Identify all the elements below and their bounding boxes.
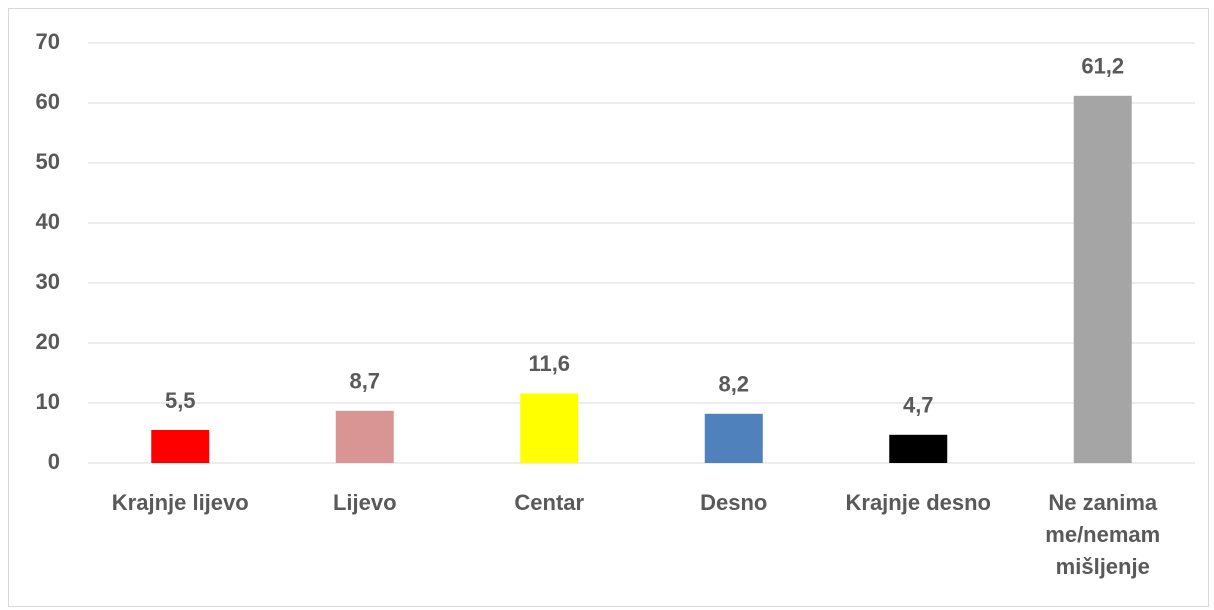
x-tick-label: Desno bbox=[700, 490, 768, 515]
y-tick-label: 40 bbox=[36, 209, 60, 234]
y-tick-label: 0 bbox=[48, 449, 60, 474]
y-tick-label: 70 bbox=[36, 29, 60, 54]
bar bbox=[704, 413, 763, 463]
bar bbox=[520, 393, 579, 463]
bar bbox=[1073, 95, 1132, 464]
data-label: 8,7 bbox=[349, 369, 380, 394]
x-tick-label: Krajnje desno bbox=[845, 490, 991, 515]
data-label: 8,2 bbox=[718, 372, 749, 397]
y-tick-label: 60 bbox=[36, 89, 60, 114]
bar bbox=[889, 434, 948, 463]
data-label: 61,2 bbox=[1081, 54, 1124, 79]
x-tick-label: Centar bbox=[514, 490, 585, 515]
data-label: 5,5 bbox=[165, 388, 196, 413]
y-tick-label: 10 bbox=[36, 389, 60, 414]
bar bbox=[335, 410, 394, 463]
x-tick-label: Krajnje lijevo bbox=[111, 490, 249, 515]
y-tick-label: 20 bbox=[36, 329, 60, 354]
data-label: 4,7 bbox=[903, 393, 934, 418]
x-tick-label: Ne zanima me/nemam mišljenje bbox=[1045, 490, 1161, 579]
chart-frame bbox=[8, 8, 1209, 607]
bar bbox=[151, 430, 210, 463]
x-tick-label: Lijevo bbox=[332, 490, 397, 515]
y-tick-label: 30 bbox=[36, 269, 60, 294]
y-tick-label: 50 bbox=[36, 149, 60, 174]
data-label: 11,6 bbox=[528, 351, 570, 376]
